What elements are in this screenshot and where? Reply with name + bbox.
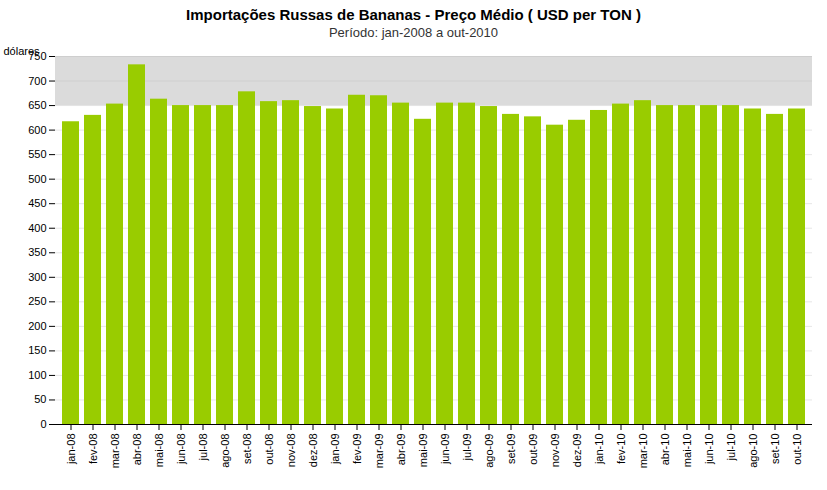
svg-text:set-10: set-10 bbox=[769, 434, 781, 465]
svg-text:nov-09: nov-09 bbox=[549, 434, 561, 468]
svg-text:dólares: dólares bbox=[4, 45, 41, 57]
svg-text:abr-08: abr-08 bbox=[131, 434, 143, 466]
svg-text:300: 300 bbox=[28, 271, 46, 283]
svg-text:mai-10: mai-10 bbox=[681, 434, 693, 468]
svg-text:jun-08: jun-08 bbox=[175, 434, 187, 466]
svg-text:jul-09: jul-09 bbox=[461, 434, 473, 462]
svg-text:out-08: out-08 bbox=[263, 434, 275, 465]
html-text:Importações Russas de Bananas: Importações Russas de Bananas - Preço Mé… bbox=[186, 6, 641, 23]
svg-text:50: 50 bbox=[34, 393, 46, 405]
html-text:Período: jan-2008 a out-2010: Período: jan-2008 a out-2010 bbox=[328, 25, 499, 40]
svg-text:ago-09: ago-09 bbox=[483, 434, 495, 468]
svg-text:jul-08: jul-08 bbox=[197, 434, 209, 462]
svg-text:nov-08: nov-08 bbox=[285, 434, 297, 468]
svg-text:200: 200 bbox=[28, 320, 46, 332]
svg-text:mai-08: mai-08 bbox=[153, 434, 165, 468]
svg-text:600: 600 bbox=[28, 124, 46, 136]
svg-text:550: 550 bbox=[28, 148, 46, 160]
svg-text:jan-09: jan-09 bbox=[329, 434, 341, 466]
svg-text:400: 400 bbox=[28, 222, 46, 234]
svg-text:fev-10: fev-10 bbox=[615, 434, 627, 465]
svg-text:jul-10: jul-10 bbox=[725, 434, 737, 462]
svg-text:abr-09: abr-09 bbox=[395, 434, 407, 466]
svg-text:350: 350 bbox=[28, 246, 46, 258]
svg-text:jan-10: jan-10 bbox=[593, 434, 605, 466]
svg-text:650: 650 bbox=[28, 99, 46, 111]
svg-text:450: 450 bbox=[28, 197, 46, 209]
svg-text:500: 500 bbox=[28, 173, 46, 185]
svg-text:mar-10: mar-10 bbox=[637, 434, 649, 469]
svg-text:ago-10: ago-10 bbox=[747, 434, 759, 468]
svg-text:mar-09: mar-09 bbox=[373, 434, 385, 469]
svg-text:set-08: set-08 bbox=[241, 434, 253, 465]
svg-text:mar-08: mar-08 bbox=[109, 434, 121, 469]
svg-text:abr-10: abr-10 bbox=[659, 434, 671, 466]
svg-text:700: 700 bbox=[28, 75, 46, 87]
svg-text:150: 150 bbox=[28, 344, 46, 356]
svg-text:out-10: out-10 bbox=[791, 434, 803, 465]
svg-text:jan-08: jan-08 bbox=[65, 434, 77, 466]
svg-text:out-09: out-09 bbox=[527, 434, 539, 465]
svg-text:fev-08: fev-08 bbox=[87, 434, 99, 465]
svg-text:250: 250 bbox=[28, 295, 46, 307]
svg-text:set-09: set-09 bbox=[505, 434, 517, 465]
svg-text:0: 0 bbox=[40, 418, 46, 430]
svg-text:fev-09: fev-09 bbox=[351, 434, 363, 465]
svg-text:mai-09: mai-09 bbox=[417, 434, 429, 468]
svg-text:jun-10: jun-10 bbox=[703, 434, 715, 466]
svg-text:100: 100 bbox=[28, 369, 46, 381]
svg-text:dez-09: dez-09 bbox=[571, 434, 583, 468]
svg-text:ago-08: ago-08 bbox=[219, 434, 231, 468]
svg-text:dez-08: dez-08 bbox=[307, 434, 319, 468]
svg-text:jun-09: jun-09 bbox=[439, 434, 451, 466]
